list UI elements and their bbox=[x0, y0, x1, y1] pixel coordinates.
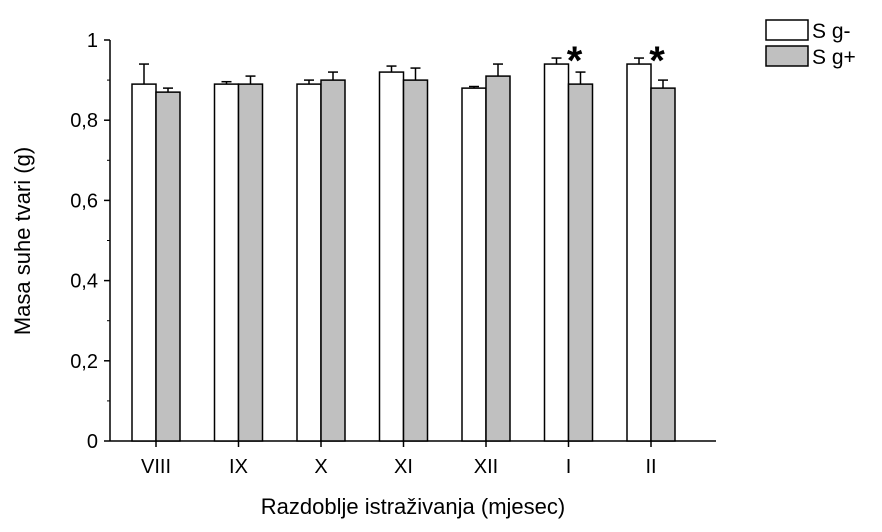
bar-group-I bbox=[543, 57, 594, 442]
x-tick-label: II bbox=[645, 456, 656, 478]
bar-sg-minus-IX bbox=[213, 83, 240, 442]
bar-sg-minus-XII bbox=[461, 87, 487, 442]
bar-sg-minus-XI bbox=[378, 71, 405, 442]
significance-star: * bbox=[567, 39, 583, 83]
bar-sg-plus-IX bbox=[237, 83, 264, 442]
bar-sg-plus-XI bbox=[402, 79, 429, 442]
x-tick-label: X bbox=[314, 456, 327, 478]
bar-group-II bbox=[626, 57, 676, 442]
legend-swatch bbox=[765, 19, 809, 41]
x-axis-label: Razdoblje istraživanja (mjesec) bbox=[261, 494, 565, 519]
legend: S g- S g+ bbox=[765, 19, 856, 69]
significance-star: * bbox=[649, 39, 665, 83]
legend-swatch bbox=[765, 45, 809, 67]
y-tick-label: 0,4 bbox=[70, 271, 98, 293]
bar-sg-minus-II bbox=[626, 63, 652, 442]
legend-label: S g+ bbox=[812, 46, 856, 69]
x-tick-label: I bbox=[566, 456, 572, 478]
y-ticks: 0 0,2 0,4 0,6 0,8 1 bbox=[70, 30, 110, 453]
bar-sg-plus-II bbox=[650, 87, 676, 442]
bar-sg-plus-I bbox=[567, 83, 594, 442]
legend-item: S g- bbox=[765, 19, 851, 43]
x-ticks: VIII IX X XI XII I II bbox=[141, 441, 657, 478]
bar-group-IX bbox=[213, 75, 264, 442]
bar-sg-minus-I bbox=[543, 63, 570, 442]
x-tick-label: IX bbox=[229, 456, 248, 478]
y-tick-label: 1 bbox=[87, 30, 98, 52]
bar-groups bbox=[131, 57, 676, 442]
bar-sg-plus-VIII bbox=[155, 91, 181, 442]
bar-sg-plus-XII bbox=[485, 75, 511, 442]
bar-group-VIII bbox=[131, 63, 181, 442]
y-tick-label: 0,2 bbox=[70, 351, 98, 373]
bar-sg-minus-X bbox=[296, 83, 322, 442]
bar-sg-plus-X bbox=[320, 79, 346, 442]
bar-group-XI bbox=[378, 65, 429, 442]
y-axis-label: Masa suhe tvari (g) bbox=[10, 147, 35, 335]
x-tick-label: VIII bbox=[141, 456, 171, 478]
legend-item: S g+ bbox=[765, 45, 856, 69]
bar-group-X bbox=[296, 71, 346, 442]
y-tick-label: 0 bbox=[87, 431, 98, 453]
bar-sg-minus-VIII bbox=[131, 83, 157, 442]
y-tick-label: 0,8 bbox=[70, 110, 98, 132]
bar-group-XII bbox=[461, 63, 511, 442]
significance-markers: * * bbox=[567, 39, 666, 83]
legend-label: S g- bbox=[812, 20, 851, 43]
x-tick-label: XI bbox=[394, 456, 413, 478]
y-tick-label: 0,6 bbox=[70, 190, 98, 212]
x-tick-label: XII bbox=[474, 456, 498, 478]
